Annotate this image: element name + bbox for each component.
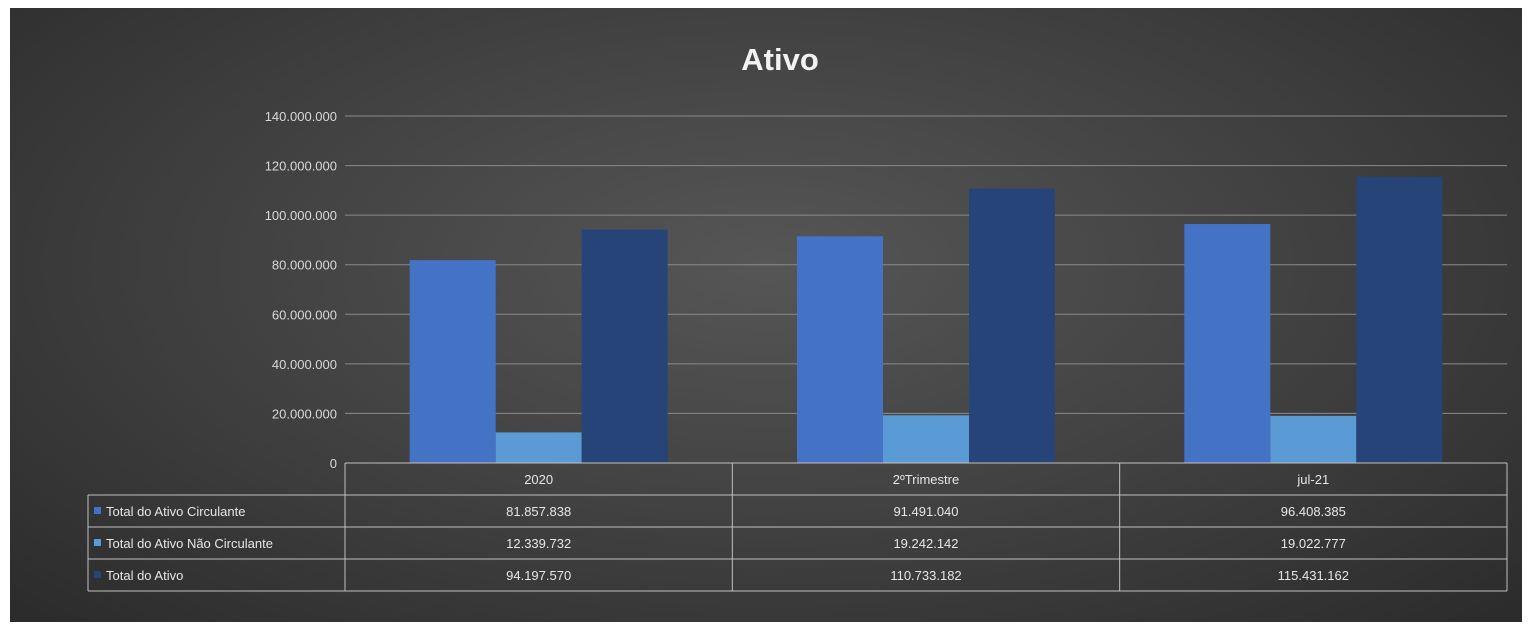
y-tick-label: 20.000.000 — [272, 406, 337, 421]
bars — [409, 176, 1443, 463]
y-tick-label: 40.000.000 — [272, 357, 337, 372]
y-tick-label: 140.000.000 — [265, 109, 337, 124]
bar — [883, 415, 969, 463]
data-label: 91.491.040 — [893, 504, 958, 519]
legend-key — [94, 571, 101, 578]
bar — [495, 432, 582, 463]
bar — [1184, 224, 1271, 463]
bar — [1270, 415, 1357, 463]
data-label: 12.339.732 — [506, 536, 571, 551]
data-label: 110.733.182 — [890, 568, 961, 583]
gridlines — [345, 115, 1507, 414]
y-tick-label: 80.000.000 — [272, 258, 337, 273]
y-tick-label: 0 — [330, 456, 337, 471]
bar — [1356, 176, 1443, 463]
y-tick-label: 120.000.000 — [265, 159, 337, 174]
data-label: 115.431.162 — [1278, 568, 1349, 583]
chart-panel: Ativo 0 20.000.000 40.000.000 60.000.000 80.… — [10, 8, 1522, 622]
y-tick-label: 60.000.000 — [272, 307, 337, 322]
data-label: 19.022.777 — [1281, 536, 1346, 551]
legend-key — [94, 507, 101, 514]
legend-label: Total do Ativo Circulante — [106, 504, 245, 519]
data-label: 19.242.142 — [893, 536, 958, 551]
legend-label: Total do Ativo Não Circulante — [106, 536, 273, 551]
data-table: 2020 2ºTrimestre jul-21 Total do Ativo Circ… — [87, 462, 1508, 592]
bar — [969, 188, 1055, 463]
bar — [797, 236, 883, 463]
chart-canvas: Ativo 0 20.000.000 40.000.000 60.000.000 80.… — [87, 42, 1508, 592]
bar — [581, 229, 668, 463]
data-label: 81.857.838 — [506, 504, 571, 519]
data-label: 96.408.385 — [1281, 504, 1346, 519]
legend-key — [94, 539, 101, 546]
chart-title: Ativo — [741, 42, 819, 77]
x-category-label: 2020 — [524, 472, 553, 487]
y-tick-label: 100.000.000 — [265, 208, 337, 223]
legend-label: Total do Ativo — [106, 568, 183, 583]
x-category-label: jul-21 — [1296, 472, 1329, 487]
bar — [409, 260, 496, 463]
x-category-label: 2ºTrimestre — [893, 472, 959, 487]
data-label: 94.197.570 — [506, 568, 571, 583]
y-axis-ticks: 0 20.000.000 40.000.000 60.000.000 80.000.00… — [265, 109, 337, 471]
